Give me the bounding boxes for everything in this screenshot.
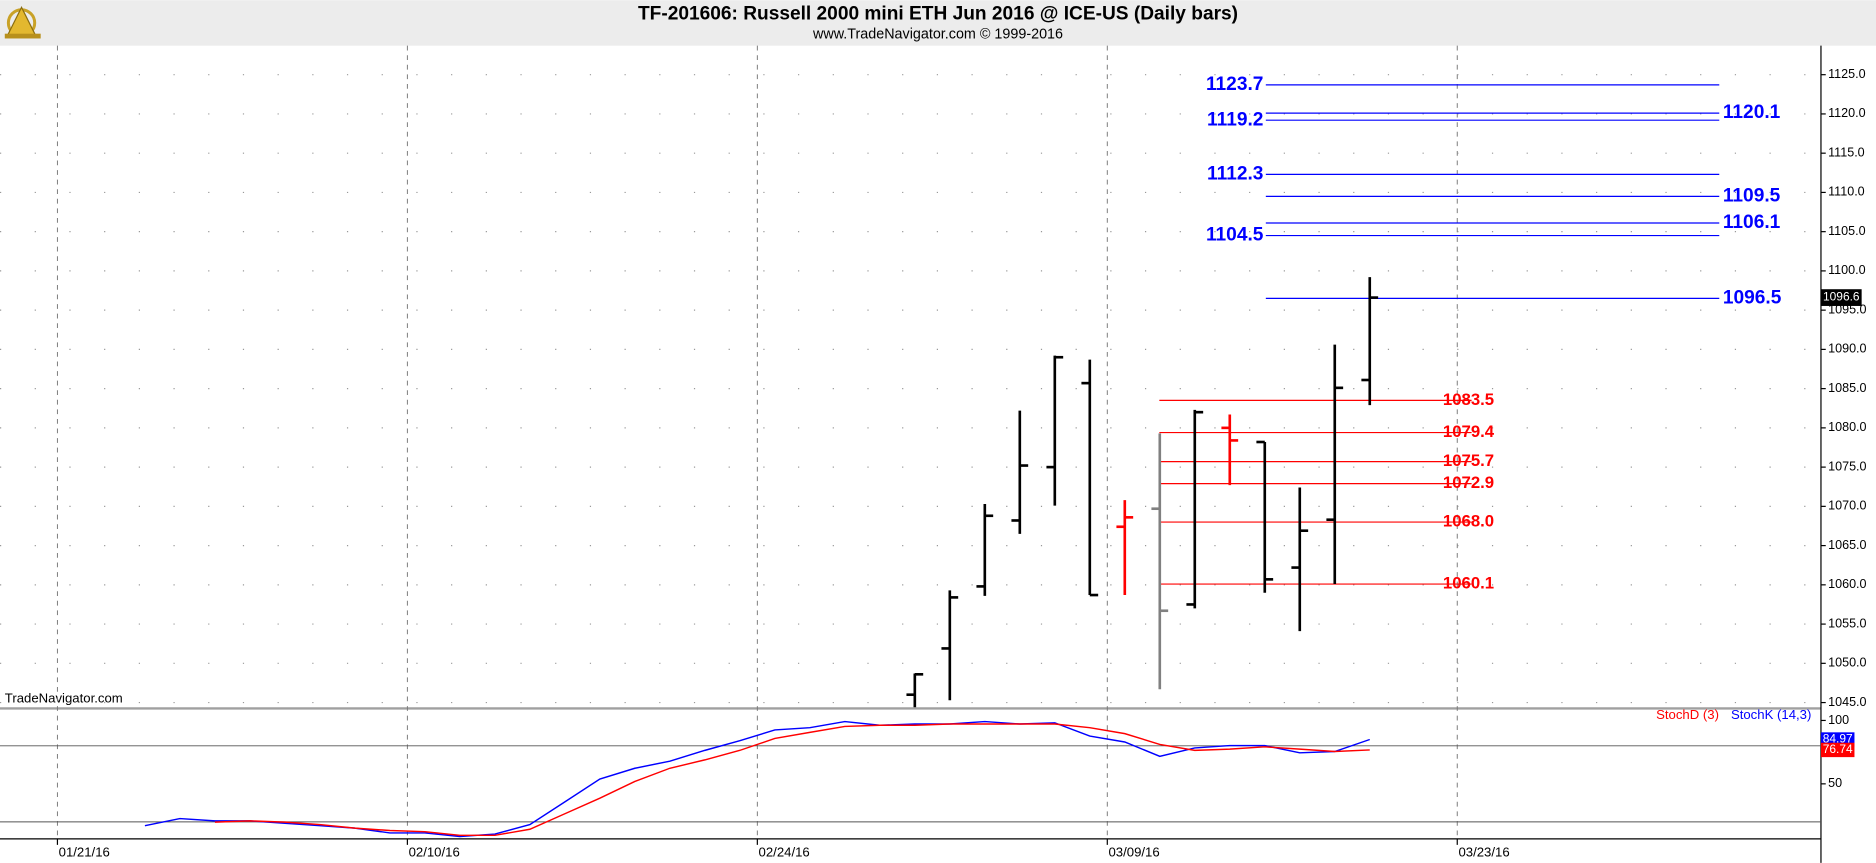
level-label: 1083.5 <box>1443 390 1494 409</box>
y-tick-label: 1105.0 <box>1828 224 1865 238</box>
chart-title: TF-201606: Russell 2000 mini ETH Jun 201… <box>638 4 1238 25</box>
y-tick-label: 1115.0 <box>1828 145 1865 159</box>
level-label: 1068.0 <box>1443 511 1494 530</box>
grid <box>0 45 1821 839</box>
level-label: 1106.1 <box>1723 212 1781 233</box>
x-tick-label: 02/10/16 <box>409 845 460 860</box>
last-value-label: 1096.6 <box>1823 290 1860 304</box>
x-tick-label: 03/09/16 <box>1108 845 1159 860</box>
level-label: 1060.1 <box>1443 573 1494 592</box>
y-tick-label: 1090.0 <box>1828 342 1866 356</box>
level-label: 1109.5 <box>1723 185 1781 206</box>
level-label: 1075.7 <box>1443 451 1494 470</box>
y-tick-label: 1070.0 <box>1828 499 1866 513</box>
x-tick-label: 03/23/16 <box>1458 845 1509 860</box>
y-tick-label: 1045.0 <box>1828 695 1866 709</box>
y-tick-label: 50 <box>1828 776 1842 790</box>
level-label: 1104.5 <box>1206 225 1264 246</box>
level-label: 1079.4 <box>1443 422 1495 441</box>
watermark: TradeNavigator.com <box>5 690 123 705</box>
stochastic-panel <box>0 720 1821 838</box>
level-label: 1096.5 <box>1723 287 1782 308</box>
legend-entry: StochK (14,3) <box>1731 707 1811 722</box>
y-tick-label: 1100.0 <box>1828 263 1865 277</box>
header-bar <box>0 0 1876 46</box>
price-panel <box>906 84 1720 708</box>
y-tick-label: 1075.0 <box>1828 459 1866 473</box>
y-tick-label: 1065.0 <box>1828 538 1866 552</box>
level-label: 1119.2 <box>1207 109 1263 130</box>
axes: 01/21/16 02/10/16 02/24/16 03/09/16 03/23/16… <box>56 67 1867 860</box>
level-label: 1112.3 <box>1207 163 1263 184</box>
y-tick-label: 1110.0 <box>1828 185 1865 199</box>
legend-entry: StochD (3) <box>1656 707 1719 722</box>
level-label: 1123.7 <box>1206 74 1263 95</box>
y-tick-label: 1060.0 <box>1828 577 1866 591</box>
level-label: 1072.9 <box>1443 473 1494 492</box>
y-tick-label: 100 <box>1828 713 1849 727</box>
y-tick-label: 1125.0 <box>1828 67 1865 81</box>
x-tick-label: 01/21/16 <box>59 845 110 860</box>
stoch-line <box>214 723 1370 837</box>
level-label: 1120.1 <box>1723 102 1781 123</box>
y-tick-label: 1055.0 <box>1828 616 1866 630</box>
y-tick-label: 1085.0 <box>1828 381 1866 395</box>
last-value-box <box>1820 742 1855 758</box>
last-value-label: 76.74 <box>1823 742 1853 756</box>
logo <box>4 6 41 39</box>
y-tick-label: 1120.0 <box>1828 106 1865 120</box>
last-value-box <box>1820 289 1862 306</box>
x-tick-label: 02/24/16 <box>759 845 810 860</box>
chart-subtitle: www.TradeNavigator.com © 1999-2016 <box>812 27 1063 43</box>
last-value-label: 84.97 <box>1823 732 1853 746</box>
y-tick-label: 1050.0 <box>1828 656 1866 670</box>
y-tick-label: 1080.0 <box>1828 420 1866 434</box>
